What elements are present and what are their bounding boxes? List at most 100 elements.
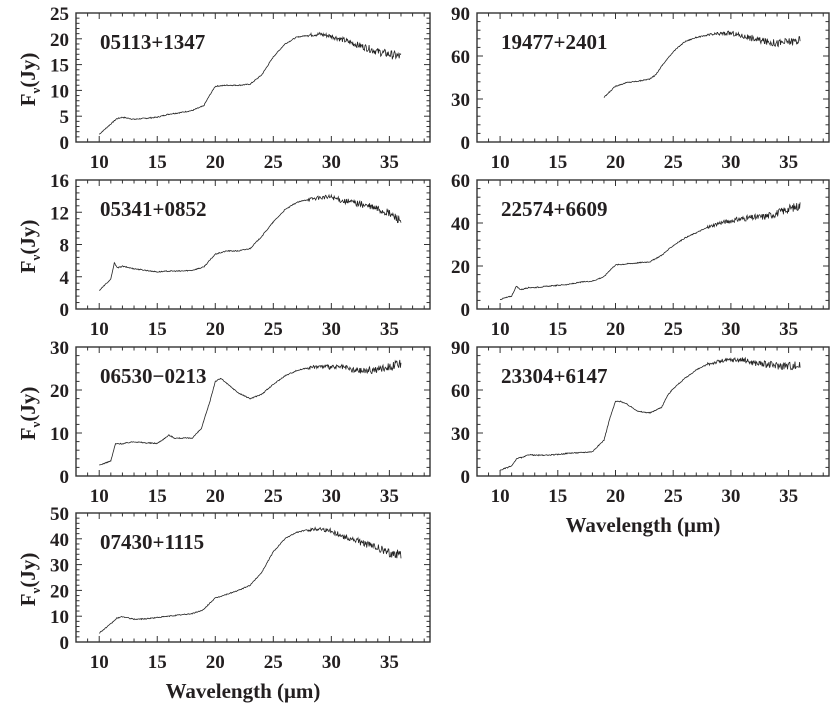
panel-2: 10 15 20 25 30 35 0 10 20 30 06530−0213 Fν(Jy) bbox=[16, 338, 431, 507]
y-label-subscript: ν bbox=[28, 587, 43, 594]
spectrum-line bbox=[99, 193, 402, 291]
spectrum-line bbox=[98, 31, 402, 135]
y-tick-label: 30 bbox=[451, 424, 470, 445]
plot-frame bbox=[476, 12, 830, 143]
y-tick-label: 60 bbox=[451, 381, 470, 402]
x-tick-label: 15 bbox=[548, 319, 567, 340]
x-tick-label: 10 bbox=[90, 152, 109, 173]
x-tick-label: 25 bbox=[264, 652, 283, 673]
spectrum-line bbox=[99, 359, 402, 466]
x-tick-label: 35 bbox=[380, 319, 399, 340]
y-tick-label: 25 bbox=[50, 4, 69, 25]
x-tick-label: 20 bbox=[206, 152, 225, 173]
x-tick-label: 20 bbox=[606, 486, 625, 507]
x-tick-label: 25 bbox=[264, 486, 283, 507]
spectrum-line bbox=[603, 30, 801, 98]
x-tick-label: 15 bbox=[148, 319, 167, 340]
y-tick-label: 60 bbox=[451, 171, 470, 192]
x-tick-label: 25 bbox=[664, 319, 683, 340]
panel-title: 19477+2401 bbox=[501, 30, 607, 54]
y-label-unit: (Jy) bbox=[16, 387, 40, 422]
y-tick-label: 4 bbox=[60, 268, 70, 289]
y-tick-label: 50 bbox=[50, 504, 69, 525]
y-tick-label: 10 bbox=[50, 607, 69, 628]
x-tick-label: 30 bbox=[721, 486, 740, 507]
y-label-subscript: ν bbox=[28, 87, 43, 94]
y-tick-label: 30 bbox=[50, 556, 69, 577]
x-tick-label: 30 bbox=[322, 486, 341, 507]
x-tick-label: 35 bbox=[779, 152, 798, 173]
x-tick-label: 30 bbox=[322, 152, 341, 173]
panel-1: 10 15 20 25 30 35 0 4 8 12 16 05341+0852 Fν(Jy) bbox=[16, 171, 431, 340]
x-tick-label: 10 bbox=[90, 319, 109, 340]
y-tick-label: 5 bbox=[60, 107, 70, 128]
x-tick-label: 10 bbox=[491, 152, 510, 173]
x-tick-label: 10 bbox=[491, 486, 510, 507]
y-tick-label: 16 bbox=[50, 171, 69, 192]
panel-title: 06530−0213 bbox=[100, 364, 206, 388]
x-tick-label: 20 bbox=[206, 652, 225, 673]
x-tick-label: 20 bbox=[606, 319, 625, 340]
panel-title: 22574+6609 bbox=[501, 197, 607, 221]
x-tick-label: 20 bbox=[206, 486, 225, 507]
x-tick-label: 20 bbox=[206, 319, 225, 340]
panel-title: 07430+1115 bbox=[100, 530, 204, 554]
y-tick-label: 0 bbox=[60, 633, 70, 654]
x-tick-label: 30 bbox=[322, 652, 341, 673]
x-tick-label: 35 bbox=[779, 486, 798, 507]
plot-frame bbox=[476, 179, 830, 310]
x-tick-label: 20 bbox=[606, 152, 625, 173]
y-label-symbol: F bbox=[16, 260, 40, 273]
y-label-symbol: F bbox=[16, 593, 40, 606]
y-tick-label: 0 bbox=[60, 300, 70, 321]
plot-frame bbox=[476, 346, 830, 477]
y-label-symbol: F bbox=[16, 427, 40, 440]
y-tick-label: 20 bbox=[50, 381, 69, 402]
y-tick-label: 40 bbox=[50, 530, 69, 551]
x-tick-label: 35 bbox=[380, 152, 399, 173]
plot-frame bbox=[75, 346, 431, 477]
y-tick-label: 20 bbox=[451, 257, 470, 278]
x-tick-label: 25 bbox=[664, 152, 683, 173]
panel-3: 10 15 20 25 30 35 0 10 20 30 40 50 07430+1115 Fν(Jy) W… bbox=[16, 504, 431, 703]
x-tick-label: 35 bbox=[779, 319, 798, 340]
x-tick-label: 30 bbox=[322, 319, 341, 340]
y-label-subscript: ν bbox=[28, 254, 43, 261]
y-tick-label: 30 bbox=[50, 338, 69, 359]
y-label-unit: (Jy) bbox=[16, 53, 40, 88]
x-tick-label: 15 bbox=[148, 486, 167, 507]
panel-title: 23304+6147 bbox=[501, 364, 607, 388]
y-tick-label: 20 bbox=[50, 581, 69, 602]
x-tick-label: 30 bbox=[721, 319, 740, 340]
y-tick-label: 0 bbox=[461, 300, 471, 321]
x-tick-label: 10 bbox=[90, 486, 109, 507]
spectrum-line bbox=[499, 202, 801, 301]
x-tick-label: 15 bbox=[148, 152, 167, 173]
x-tick-label: 15 bbox=[548, 486, 567, 507]
x-tick-label: 10 bbox=[90, 652, 109, 673]
y-label-subscript: ν bbox=[28, 421, 43, 428]
x-tick-label: 25 bbox=[264, 152, 283, 173]
panel-0: 10 15 20 25 30 35 0 5 10 15 20 25 05113+1347 Fν(Jy) bbox=[16, 4, 431, 173]
y-axis-label: Fν(Jy) bbox=[16, 220, 43, 274]
y-tick-label: 20 bbox=[50, 30, 69, 51]
x-axis-label: Wavelength (μm) bbox=[166, 679, 321, 703]
y-tick-label: 0 bbox=[461, 133, 471, 154]
y-label-unit: (Jy) bbox=[16, 220, 40, 255]
panel-4: 10 15 20 25 30 35 0 30 60 90 19477+2401 bbox=[451, 4, 830, 173]
x-tick-label: 25 bbox=[664, 486, 683, 507]
spectrum-line bbox=[99, 526, 402, 634]
x-axis-label: Wavelength (μm) bbox=[566, 513, 721, 537]
plot-frame bbox=[75, 12, 431, 143]
plot-frame bbox=[75, 512, 431, 643]
y-tick-label: 90 bbox=[451, 338, 470, 359]
x-tick-label: 10 bbox=[491, 319, 510, 340]
y-tick-label: 60 bbox=[451, 47, 470, 68]
y-label-unit: (Jy) bbox=[16, 553, 40, 588]
y-axis-label: Fν(Jy) bbox=[16, 53, 43, 107]
x-tick-label: 15 bbox=[548, 152, 567, 173]
y-tick-label: 0 bbox=[461, 467, 471, 488]
x-tick-label: 15 bbox=[148, 652, 167, 673]
panel-5: 10 15 20 25 30 35 0 20 40 60 22574+6609 bbox=[451, 171, 830, 340]
